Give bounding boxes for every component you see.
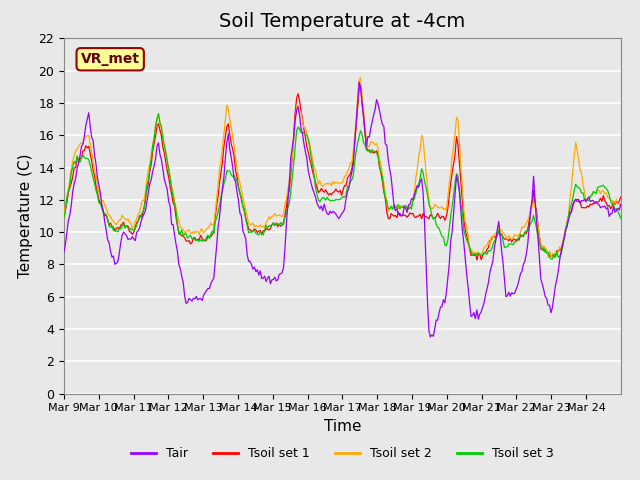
- Legend: Tair, Tsoil set 1, Tsoil set 2, Tsoil set 3: Tair, Tsoil set 1, Tsoil set 2, Tsoil se…: [126, 443, 559, 466]
- Y-axis label: Temperature (C): Temperature (C): [18, 154, 33, 278]
- X-axis label: Time: Time: [324, 419, 361, 434]
- Text: VR_met: VR_met: [81, 52, 140, 66]
- Title: Soil Temperature at -4cm: Soil Temperature at -4cm: [220, 12, 465, 31]
